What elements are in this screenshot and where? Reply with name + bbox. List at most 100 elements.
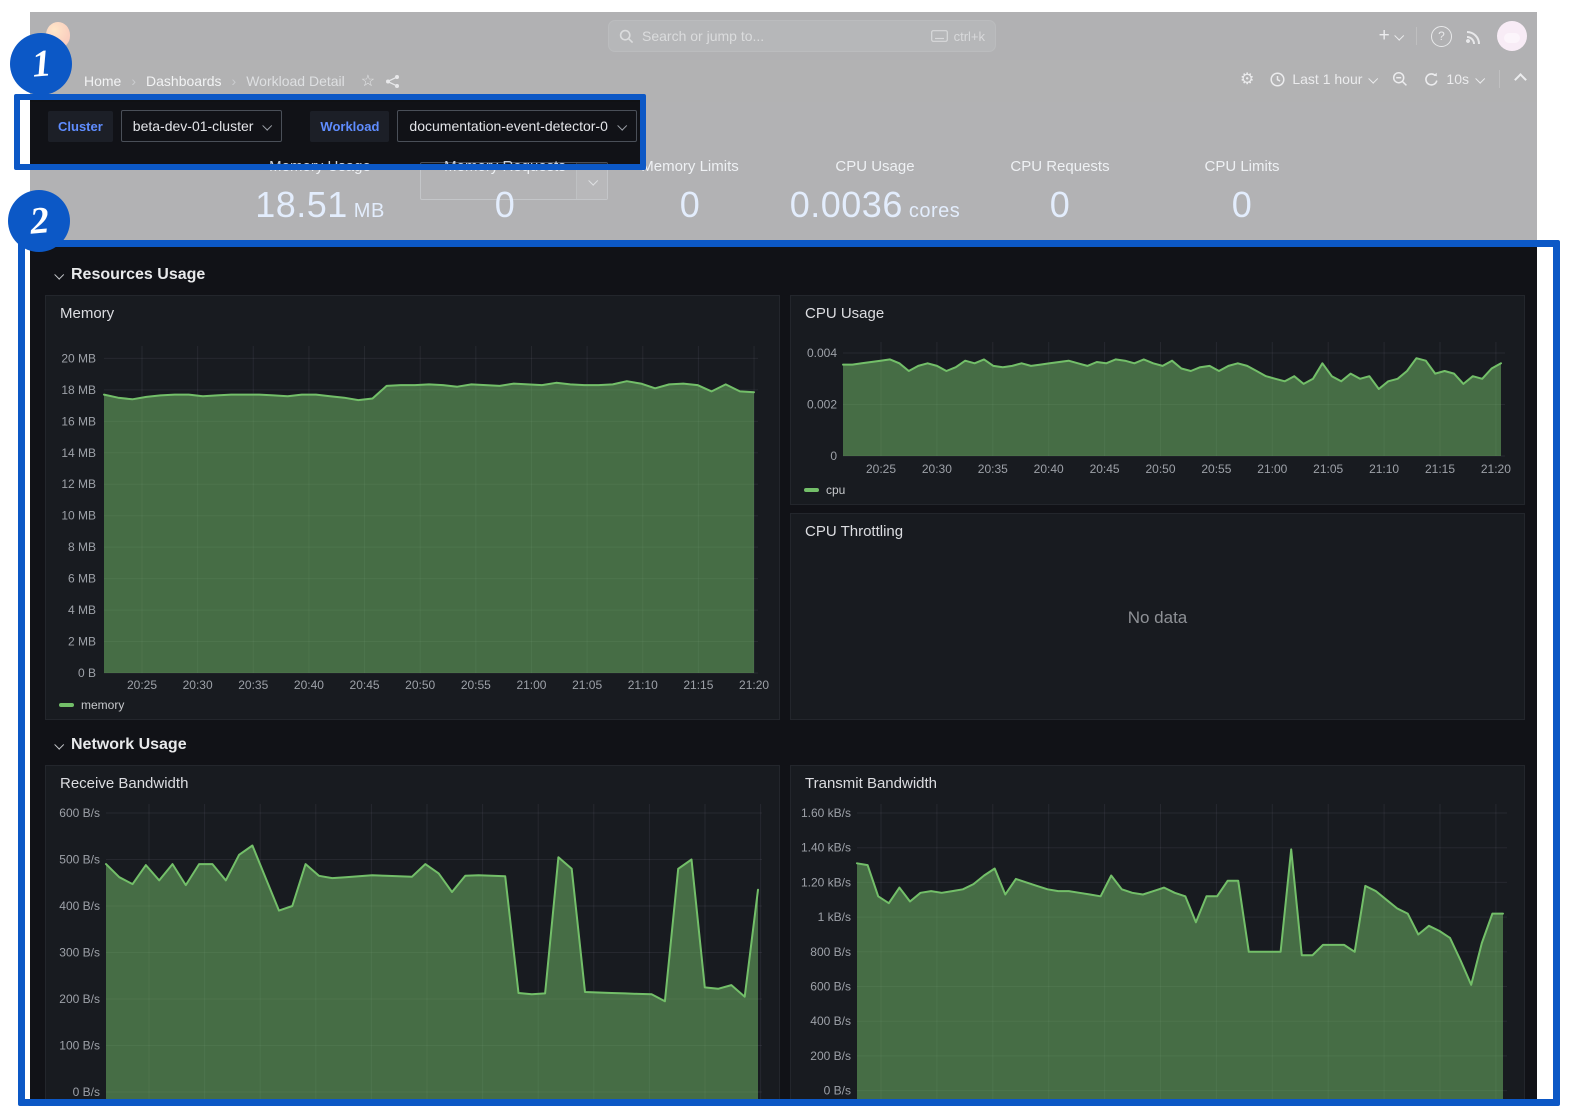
x-axis-tick-label: 21:15 bbox=[683, 678, 713, 692]
chevron-up-icon[interactable] bbox=[1514, 72, 1527, 86]
panel-title: Receive Bandwidth bbox=[60, 775, 189, 792]
annotation-step-1-badge: 1 bbox=[10, 33, 72, 95]
chevron-down-icon bbox=[1394, 30, 1405, 41]
y-axis-tick-label: 0.004 bbox=[807, 346, 837, 360]
breadcrumb-item[interactable]: Home bbox=[84, 73, 122, 89]
breadcrumb-item[interactable]: Dashboards bbox=[146, 73, 222, 89]
clock-icon bbox=[1270, 71, 1285, 87]
time-range-picker[interactable]: Last 1 hour bbox=[1270, 71, 1379, 87]
y-axis-tick-label: 2 MB bbox=[68, 635, 96, 649]
y-axis-tick-label: 8 MB bbox=[68, 540, 96, 554]
keyboard-icon bbox=[930, 30, 948, 42]
refresh-icon bbox=[1425, 72, 1439, 86]
section-network-usage[interactable]: Network Usage bbox=[54, 736, 187, 754]
share-icon[interactable] bbox=[385, 74, 400, 89]
breadcrumb-item[interactable]: Workload Detail bbox=[246, 73, 345, 89]
series-area-fill bbox=[104, 381, 754, 673]
legend-series-swatch bbox=[59, 703, 74, 707]
y-axis-tick-label: 20 MB bbox=[61, 351, 96, 365]
panel-title: Transmit Bandwidth bbox=[805, 775, 937, 792]
favorite-star-icon[interactable]: ☆ bbox=[360, 73, 376, 90]
transmit-bandwidth-chart[interactable]: 0 B/s 200 B/s 400 B/s 600 B/s 800 B/s 1 kB/s 1… bbox=[791, 766, 1525, 1100]
gear-icon[interactable]: ⚙ bbox=[1240, 71, 1255, 88]
y-axis-tick-label: 6 MB bbox=[68, 572, 96, 586]
x-axis-tick-label: 20:35 bbox=[978, 462, 1008, 476]
stat-value: 0 bbox=[1231, 184, 1253, 225]
y-axis-tick-label: 1.20 kB/s bbox=[801, 875, 851, 889]
y-axis-tick-label: 0 B/s bbox=[73, 1085, 100, 1099]
y-axis-tick-label: 0 bbox=[830, 449, 837, 463]
refresh-picker[interactable]: 10s bbox=[1424, 71, 1486, 87]
legend-series-label[interactable]: memory bbox=[81, 698, 125, 712]
y-axis-tick-label: 0.002 bbox=[807, 398, 837, 412]
chevron-down-icon bbox=[262, 120, 273, 131]
zoom-out-icon[interactable] bbox=[1392, 71, 1408, 87]
help-button[interactable]: ? bbox=[1431, 25, 1452, 47]
y-axis-tick-label: 800 B/s bbox=[810, 945, 851, 959]
cpu-usage-chart[interactable]: 0 0.002 0.004 20:25 20:30 20:35 20:40 20:45 20:5… bbox=[791, 296, 1525, 505]
y-axis-tick-label: 100 B/s bbox=[59, 1039, 100, 1053]
y-axis-tick-label: 0 B/s bbox=[824, 1084, 851, 1098]
x-axis-tick-label: 21:10 bbox=[628, 678, 658, 692]
stat-panel[interactable]: CPU Limits 0 bbox=[1127, 158, 1357, 226]
y-axis-tick-label: 14 MB bbox=[61, 446, 96, 460]
top-nav-bar: Search or jump to... ctrl+k + ? bbox=[30, 12, 1537, 61]
cpu-legend[interactable]: cpu bbox=[804, 483, 845, 497]
receive-bandwidth-chart[interactable]: 0 B/s 100 B/s 200 B/s 300 B/s 400 B/s 500 B/s… bbox=[46, 766, 780, 1100]
search-placeholder: Search or jump to... bbox=[642, 28, 765, 44]
breadcrumb-separator: › bbox=[231, 73, 237, 89]
legend-series-label[interactable]: cpu bbox=[826, 483, 846, 497]
annotation-step-2-badge: 2 bbox=[8, 190, 70, 252]
breadcrumb-separator: › bbox=[131, 73, 137, 89]
receive-bandwidth-panel[interactable]: Receive Bandwidth 0 B/s 100 B/s 200 B/s 300… bbox=[45, 765, 780, 1100]
series-line bbox=[842, 357, 1502, 390]
y-axis-tick-label: 4 MB bbox=[68, 603, 96, 617]
x-axis-tick-label: 20:45 bbox=[1090, 462, 1120, 476]
x-axis-tick-label: 20:30 bbox=[183, 678, 213, 692]
series-area-fill bbox=[843, 358, 1501, 456]
search-icon bbox=[619, 29, 634, 43]
dashboard-toolbar: ⚙ Last 1 hour bbox=[1240, 69, 1527, 89]
chevron-down-icon bbox=[54, 269, 65, 280]
panel-title: CPU Throttling bbox=[805, 523, 904, 540]
x-axis-tick-label: 20:45 bbox=[350, 678, 380, 692]
x-axis-tick-label: 20:50 bbox=[1145, 462, 1175, 476]
breadcrumb: Home › Dashboards › Workload Detail ☆ bbox=[84, 71, 400, 91]
cpu-usage-panel[interactable]: CPU Usage 0 0.002 0.004 20:25 20:30 20:35 20:4… bbox=[790, 295, 1525, 505]
transmit-bandwidth-panel[interactable]: Transmit Bandwidth 0 B/s 200 B/s 400 B/s 60… bbox=[790, 765, 1525, 1100]
stat-label: CPU Limits bbox=[1204, 158, 1280, 175]
memory-legend[interactable]: memory bbox=[59, 698, 124, 712]
news-rss-icon[interactable] bbox=[1466, 28, 1483, 45]
cluster-variable-dropdown[interactable]: beta-dev-01-cluster bbox=[120, 110, 283, 142]
cpu-throttling-panel[interactable]: CPU Throttling No data bbox=[790, 513, 1525, 720]
x-axis-tick-label: 20:55 bbox=[461, 678, 491, 692]
x-axis-tick-label: 20:55 bbox=[1201, 462, 1231, 476]
x-axis-tick-label: 20:25 bbox=[127, 678, 157, 692]
y-axis-tick-label: 200 B/s bbox=[810, 1049, 851, 1063]
x-axis-tick-label: 20:35 bbox=[238, 678, 268, 692]
x-axis-tick-label: 20:30 bbox=[922, 462, 952, 476]
x-axis-tick-label: 21:20 bbox=[739, 678, 769, 692]
y-axis-tick-label: 400 B/s bbox=[59, 899, 100, 913]
memory-chart[interactable]: 0 B 2 MB 4 MB 6 MB 8 MB 10 MB 12 MB 14 MB 16 MB 1… bbox=[46, 296, 780, 720]
x-axis-tick-label: 20:25 bbox=[866, 462, 896, 476]
search-input[interactable]: Search or jump to... ctrl+k bbox=[608, 20, 996, 52]
series-line bbox=[856, 848, 1504, 986]
chevron-down-icon bbox=[1368, 73, 1379, 84]
legend-series-swatch bbox=[804, 488, 819, 492]
x-axis-tick-label: 21:15 bbox=[1425, 462, 1455, 476]
y-axis-tick-label: 500 B/s bbox=[59, 853, 100, 867]
section-resources-usage[interactable]: Resources Usage bbox=[54, 266, 205, 284]
user-avatar[interactable] bbox=[1497, 21, 1527, 51]
variables-row: Cluster beta-dev-01-cluster Workload doc… bbox=[30, 100, 1537, 200]
memory-panel[interactable]: Memory 0 B 2 MB 4 MB 6 MB 8 MB 10 MB 12 MB 14 M… bbox=[45, 295, 780, 720]
workload-variable-dropdown[interactable]: documentation-event-detector-0 bbox=[397, 110, 637, 142]
x-axis-tick-label: 20:40 bbox=[294, 678, 324, 692]
chevron-down-icon bbox=[54, 739, 65, 750]
panel-title: Memory bbox=[60, 305, 115, 322]
series-line bbox=[103, 380, 755, 402]
time-range-label: Last 1 hour bbox=[1292, 71, 1363, 87]
x-axis-tick-label: 21:10 bbox=[1369, 462, 1399, 476]
add-button[interactable]: + bbox=[1379, 25, 1405, 47]
y-axis-tick-label: 18 MB bbox=[61, 383, 96, 397]
